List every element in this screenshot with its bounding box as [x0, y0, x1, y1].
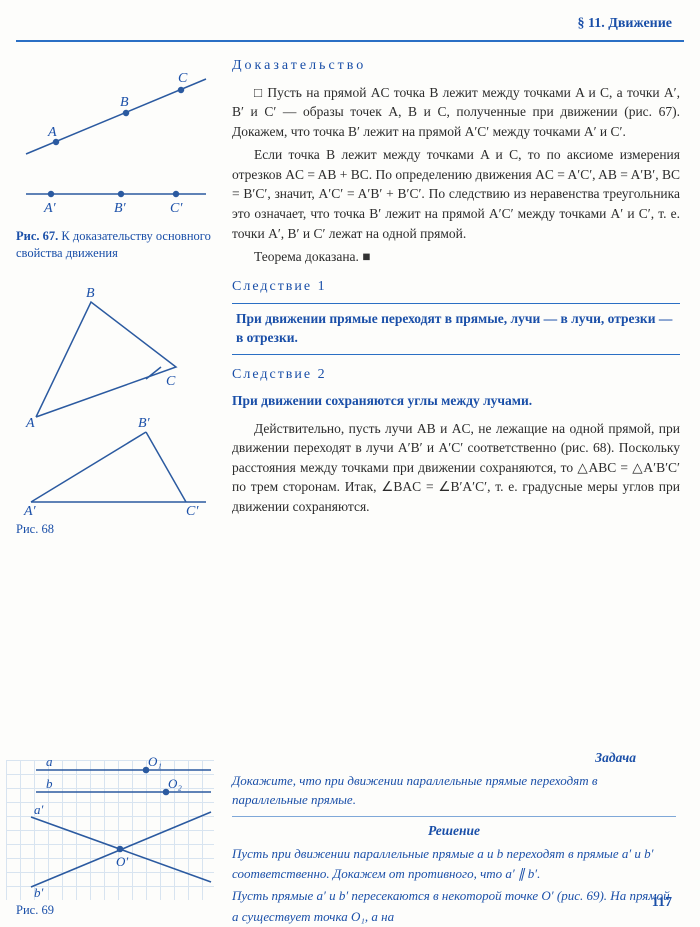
fig67-label-A: A [47, 125, 57, 140]
solution-title: Решение [232, 821, 676, 841]
fig68-Ap: A′ [23, 504, 37, 517]
fig69-a: a [46, 754, 53, 769]
fig69-O1: O₁ [148, 754, 162, 769]
fig67-caption: Рис. 67. К доказательству основного свой… [16, 228, 216, 261]
fig67-label-B: B [120, 95, 129, 110]
proof-p3: Теорема доказана. [232, 247, 680, 267]
fig69-Op: O′ [116, 854, 128, 869]
fig69-caption: Рис. 69 [16, 902, 54, 918]
fig69-b: b [46, 776, 53, 791]
task-text: Докажите, что при движении параллельные … [232, 768, 676, 817]
fig68-svg: A B C A′ B′ C′ [16, 287, 216, 517]
fig68-Cp: C′ [186, 504, 199, 517]
fig67-label-Bp: B′ [114, 201, 127, 216]
proof-p1: Пусть на прямой AC точка B лежит между т… [232, 83, 680, 142]
page-number: 117 [652, 893, 672, 913]
fig69-O2: O₂ [168, 776, 182, 791]
fig69-svg: a b O₁ O₂ a′ b′ O′ [16, 752, 216, 897]
figure-68: A B C A′ B′ C′ Рис. 68 [16, 287, 216, 537]
proof-p2: Если точка B лежит между точками A и C, … [232, 145, 680, 243]
left-column: A B C A′ B′ C′ Рис. 67. К доказ [16, 54, 226, 549]
cor1-text: При движении прямые переходят в прямые, … [232, 303, 680, 355]
header-rule [16, 40, 684, 42]
cor2-text: При движении сохраняются углы между луча… [232, 391, 680, 411]
fig68-A: A [25, 416, 35, 431]
page-header: § 11. Движение [0, 0, 700, 38]
fig69-ap: a′ [34, 802, 44, 817]
figure-69: a b O₁ O₂ a′ b′ O′ [16, 752, 216, 903]
fig68-C: C [166, 374, 176, 389]
fig68-caption: Рис. 68 [16, 521, 216, 537]
figure-67: A B C A′ B′ C′ Рис. 67. К доказ [16, 54, 216, 261]
fig67-label-Cp: C′ [170, 201, 183, 216]
cor1-title: Следствие 1 [232, 277, 680, 297]
cor2-title: Следствие 2 [232, 365, 680, 385]
solution-p2: Пусть прямые a′ и b′ пересекаются в неко… [232, 886, 676, 926]
fig68-B: B [86, 287, 95, 301]
task-title: Задача [232, 748, 676, 768]
proof-title: Доказательство [232, 56, 680, 76]
fig67-label-C: C [178, 71, 188, 86]
fig67-caption-label: Рис. 67. [16, 229, 58, 243]
fig68-Bp: B′ [138, 416, 151, 431]
solution-p1: Пусть при движении параллельные прямые a… [232, 844, 676, 884]
page-columns: A B C A′ B′ C′ Рис. 67. К доказ [0, 54, 700, 549]
cor2-p: Действительно, пусть лучи AB и AC, не ле… [232, 419, 680, 517]
right-column: Доказательство Пусть на прямой AC точка … [226, 54, 680, 549]
task-solution-block: Задача Докажите, что при движении паралл… [232, 748, 676, 927]
fig67-svg: A B C A′ B′ C′ [16, 54, 216, 224]
fig67-label-Ap: A′ [43, 201, 57, 216]
section-label: § 11. Движение [577, 16, 672, 31]
fig69-bp: b′ [34, 885, 44, 897]
